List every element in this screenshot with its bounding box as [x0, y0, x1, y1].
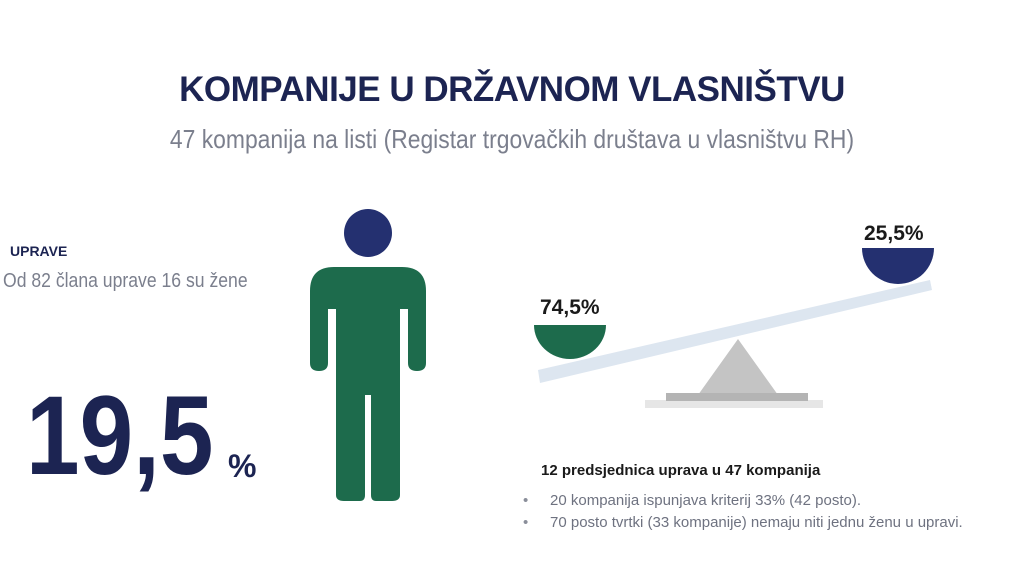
big-percentage-value: 19,5: [26, 373, 214, 498]
page-title: KOMPANIJE U DRŽAVNOM VLASNIŠTVU: [179, 70, 845, 109]
scale-fulcrum-base: [666, 393, 808, 401]
person-head: [344, 209, 392, 257]
notes-title: 12 predsjednica uprava u 47 kompanija: [541, 462, 821, 479]
scale-base: [645, 400, 823, 408]
person-icon: [310, 209, 426, 501]
notes-list: 20 kompanija ispunjava kriterij 33% (42 …: [523, 490, 993, 534]
list-item: 70 posto tvrtki (33 kompanije) nemaju ni…: [523, 512, 993, 534]
uprave-label: UPRAVE: [10, 243, 68, 259]
scale-fulcrum: [698, 339, 778, 395]
person-body: [310, 267, 426, 501]
page-subtitle: 47 kompanija na listi (Registar trgovačk…: [169, 124, 855, 154]
right-pan: [862, 248, 934, 284]
right-percentage-label: 25,5%: [864, 222, 924, 245]
left-pan: [534, 325, 606, 359]
scale-beam: [538, 280, 932, 383]
list-item: 20 kompanija ispunjava kriterij 33% (42 …: [523, 490, 993, 512]
balance-scale: [534, 248, 934, 408]
left-percentage-label: 74,5%: [540, 296, 600, 319]
big-percentage-unit: %: [228, 448, 257, 484]
uprave-description: Od 82 člana uprave 16 su žene: [3, 270, 248, 292]
